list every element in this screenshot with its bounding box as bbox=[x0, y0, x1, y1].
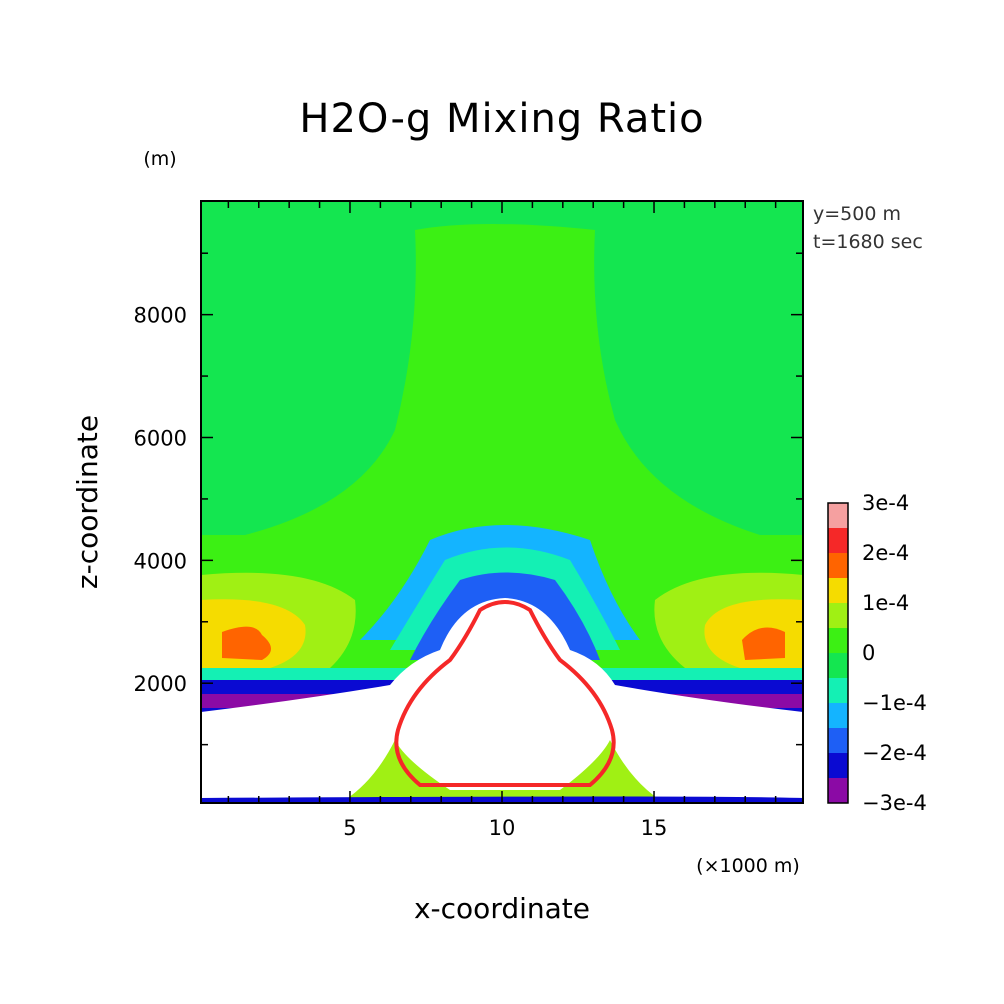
colorbar-frame bbox=[827, 502, 849, 804]
y-tick-label: 4000 bbox=[134, 549, 187, 573]
colorbar-swatch bbox=[828, 628, 848, 653]
colorbar-label: 1e-4 bbox=[862, 591, 909, 615]
x-axis-label: x-coordinate bbox=[414, 892, 590, 925]
annotation-y: y=500 m bbox=[813, 203, 901, 225]
colorbar-label: −3e-4 bbox=[862, 791, 927, 815]
contour-field bbox=[201, 201, 803, 803]
y-axis-ticks: 2000 4000 6000 8000 bbox=[134, 252, 803, 746]
colorbar-swatch bbox=[828, 528, 848, 553]
colorbar-label: 2e-4 bbox=[862, 541, 909, 565]
y-axis-label: z-coordinate bbox=[71, 415, 104, 589]
chart-title: H2O-g Mixing Ratio bbox=[299, 96, 704, 142]
x-unit-label: (×1000 m) bbox=[696, 855, 800, 877]
colorbar-swatch bbox=[828, 503, 848, 528]
colorbar-label: 3e-4 bbox=[862, 491, 909, 515]
x-tick-label: 10 bbox=[489, 816, 516, 840]
y-tick-label: 2000 bbox=[134, 672, 187, 696]
colorbar-swatch bbox=[828, 653, 848, 678]
colorbar-swatch bbox=[828, 728, 848, 753]
colorbar-swatch bbox=[828, 678, 848, 703]
colorbar-swatch bbox=[828, 778, 848, 803]
colorbar-swatch bbox=[828, 553, 848, 578]
x-axis-ticks: 5 10 15 bbox=[227, 201, 777, 840]
x-tick-label: 5 bbox=[343, 816, 356, 840]
x-tick-label: 15 bbox=[641, 816, 668, 840]
colorbar: 3e-4 2e-4 1e-4 0 −1e-4 −2e-4 −3e-4 bbox=[827, 491, 927, 815]
colorbar-label: −2e-4 bbox=[862, 741, 927, 765]
colorbar-swatch bbox=[828, 753, 848, 778]
colorbar-swatch bbox=[828, 703, 848, 728]
colorbar-label: −1e-4 bbox=[862, 691, 927, 715]
y-tick-label: 6000 bbox=[134, 427, 187, 451]
colorbar-swatch bbox=[828, 578, 848, 603]
colorbar-swatch bbox=[828, 603, 848, 628]
y-tick-label: 8000 bbox=[134, 304, 187, 328]
colorbar-label: 0 bbox=[862, 641, 875, 665]
y-unit-label: (m) bbox=[143, 148, 176, 170]
annotation-t: t=1680 sec bbox=[813, 231, 923, 253]
